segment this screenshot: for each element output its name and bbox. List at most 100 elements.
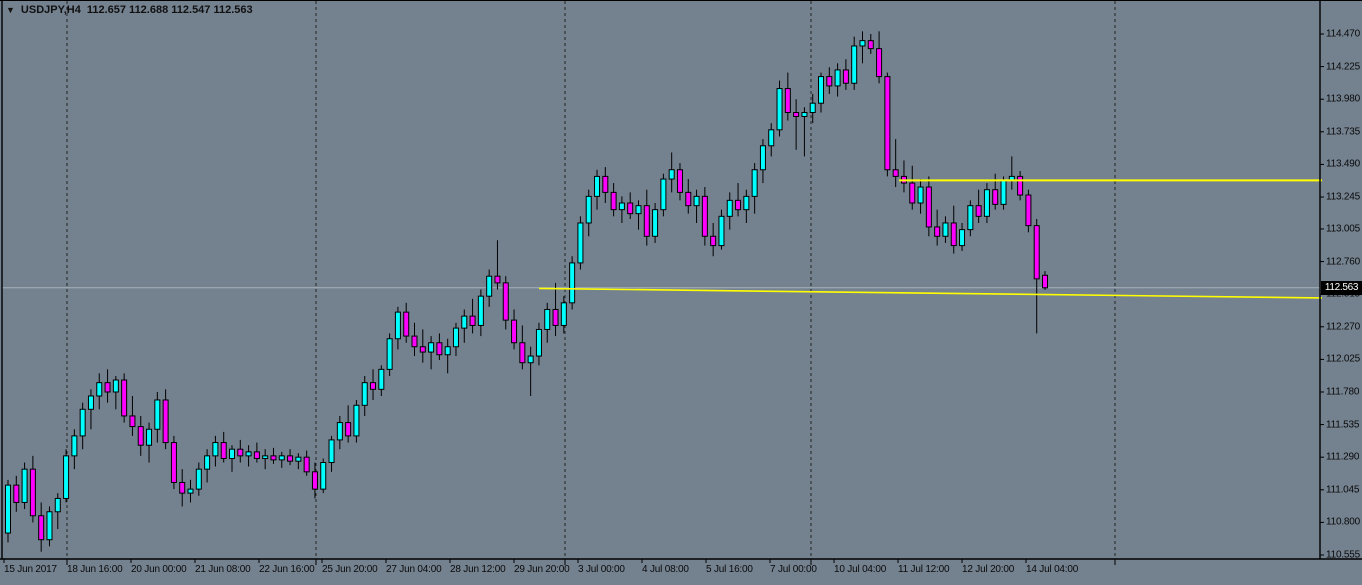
x-axis-label: 21 Jun 08:00 bbox=[195, 564, 251, 575]
candle-body bbox=[336, 422, 343, 441]
ohlc-values-label: 112.657 112.688 112.547 112.563 bbox=[86, 4, 253, 16]
candle-body bbox=[494, 275, 501, 284]
candle-body bbox=[618, 202, 625, 211]
y-axis-label: 114.225 bbox=[1326, 61, 1361, 73]
candle-body bbox=[585, 195, 592, 224]
candle-body bbox=[577, 222, 584, 264]
candle-body bbox=[187, 488, 194, 494]
candle-body bbox=[370, 382, 377, 390]
candle-body bbox=[643, 205, 650, 237]
candle-body bbox=[303, 456, 310, 473]
candle-body bbox=[934, 226, 941, 237]
candle-body bbox=[718, 215, 725, 247]
candle-body bbox=[461, 315, 468, 329]
y-axis-label: 112.025 bbox=[1326, 353, 1361, 365]
x-axis-label: 27 Jun 04:00 bbox=[386, 564, 442, 575]
y-axis-label: 112.270 bbox=[1326, 321, 1361, 333]
x-axis-label: 18 Jun 16:00 bbox=[67, 564, 123, 575]
candle-body bbox=[768, 129, 775, 147]
candle-body bbox=[511, 319, 518, 344]
candle-body bbox=[5, 484, 11, 534]
candle-body bbox=[834, 69, 841, 87]
candle-body bbox=[87, 395, 94, 410]
candle-body bbox=[71, 435, 78, 457]
candle-body bbox=[428, 342, 435, 353]
candle-body bbox=[262, 455, 269, 460]
x-axis-label: 15 Jun 2017 bbox=[4, 564, 57, 575]
candle-body bbox=[228, 448, 235, 460]
candle-body bbox=[353, 404, 360, 437]
candle-body bbox=[784, 88, 791, 114]
candle-body bbox=[154, 399, 161, 430]
candle-body bbox=[544, 308, 551, 330]
candle-body bbox=[403, 311, 410, 337]
candle-body bbox=[876, 48, 883, 78]
candle-body bbox=[552, 308, 559, 326]
candle-body bbox=[38, 515, 45, 541]
candle-body bbox=[13, 484, 20, 503]
x-axis-label: 29 Jun 20:00 bbox=[514, 564, 570, 575]
trendline[interactable] bbox=[538, 287, 1323, 299]
x-axis-label: 28 Jun 12:00 bbox=[450, 564, 506, 575]
candle-body bbox=[519, 342, 526, 364]
candle-body bbox=[950, 222, 957, 247]
candle-body bbox=[967, 205, 974, 231]
candle-body bbox=[1033, 225, 1040, 280]
y-axis-label: 111.290 bbox=[1326, 451, 1360, 463]
candle-body bbox=[129, 415, 136, 428]
candle-body bbox=[793, 112, 800, 118]
x-axis-label: 3 Jul 00:00 bbox=[578, 564, 625, 575]
candle-body bbox=[685, 191, 692, 207]
candle-body bbox=[502, 282, 509, 321]
x-axis-label: 22 Jun 16:00 bbox=[259, 564, 315, 575]
candle-body bbox=[635, 205, 642, 215]
y-axis-label: 111.535 bbox=[1326, 419, 1360, 431]
candle-body bbox=[444, 346, 451, 356]
y-axis-label: 112.760 bbox=[1326, 256, 1361, 268]
candle-body bbox=[79, 408, 86, 437]
candle-body bbox=[411, 335, 418, 348]
candle-body bbox=[594, 175, 601, 197]
candle-body bbox=[204, 455, 211, 470]
candle-body bbox=[801, 112, 808, 118]
candle-body bbox=[295, 456, 302, 462]
candle-body bbox=[627, 202, 634, 215]
candle-body bbox=[826, 76, 833, 87]
chart-dropdown-arrow[interactable]: ▼ bbox=[6, 5, 15, 15]
candle-body bbox=[162, 399, 169, 444]
x-axis-label: 14 Jul 04:00 bbox=[1026, 564, 1079, 575]
y-axis-label: 110.555 bbox=[1326, 549, 1361, 561]
candle-body bbox=[884, 76, 891, 171]
candle-body bbox=[112, 379, 119, 393]
candle-body bbox=[96, 382, 103, 397]
candle-body bbox=[959, 229, 966, 247]
candle-body bbox=[1025, 194, 1032, 227]
candle-body bbox=[469, 315, 476, 326]
candle-body bbox=[751, 169, 758, 197]
candle-body bbox=[1017, 175, 1024, 196]
x-axis-label: 10 Jul 04:00 bbox=[834, 564, 887, 575]
candle-body bbox=[452, 327, 459, 348]
candle-body bbox=[560, 302, 567, 326]
candle-body bbox=[726, 199, 733, 217]
candle-body bbox=[602, 175, 609, 193]
candle-body bbox=[21, 468, 28, 503]
candle-body bbox=[867, 40, 874, 50]
current-price-tag: 112.563 bbox=[1321, 280, 1362, 295]
candle-body bbox=[676, 169, 683, 193]
candle-body bbox=[477, 295, 484, 326]
candle-body bbox=[909, 182, 916, 204]
candle-body bbox=[311, 471, 318, 490]
candle-body bbox=[170, 442, 177, 483]
candle-body bbox=[569, 262, 576, 304]
candle-body bbox=[137, 426, 144, 446]
candle-body bbox=[146, 428, 153, 446]
x-axis-label: 5 Jul 16:00 bbox=[706, 564, 753, 575]
y-axis-label: 113.005 bbox=[1326, 223, 1361, 235]
candle-body bbox=[287, 455, 294, 462]
candle-body bbox=[63, 455, 70, 499]
x-axis-label: 20 Jun 00:00 bbox=[131, 564, 187, 575]
candle-body bbox=[253, 451, 260, 460]
